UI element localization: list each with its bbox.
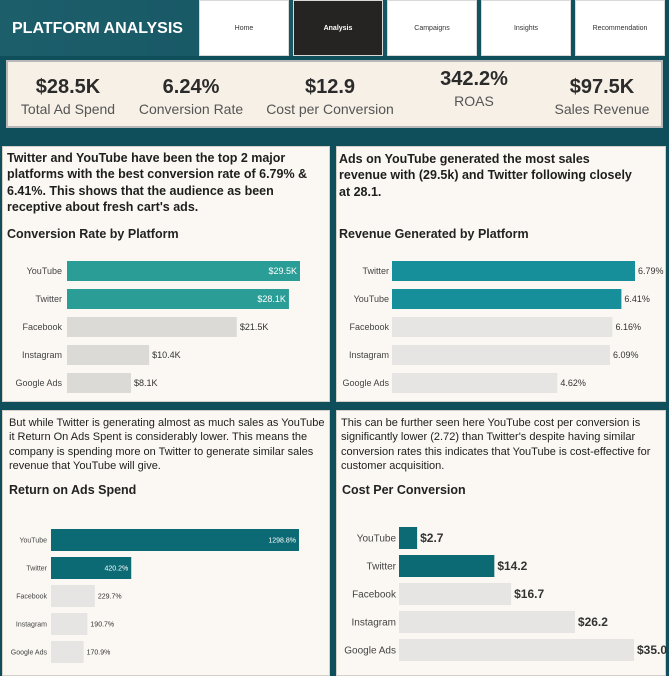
bar-facebook [51,585,95,607]
data-label-instagram: $26.2 [578,615,608,629]
chart-title: Return on Ads Spend [9,483,137,497]
tab-campaigns[interactable]: Campaigns [387,0,477,56]
bar-facebook [392,317,613,337]
bar-twitter [67,289,289,309]
insight-text: Twitter and YouTube have been the top 2 … [7,151,308,214]
kpi-label: Sales Revenue [554,101,650,117]
chart-title: Conversion Rate by Platform [7,227,179,241]
kpi-label: Cost per Conversion [266,101,394,117]
category-label-google-ads: Google Ads [11,649,48,656]
tab-analysis[interactable]: Analysis [293,0,383,56]
kpi-value: $28.5K [35,76,101,98]
revenue-chart: Twitter 6.79% YouTube 6.41% Facebook 6.16% Ins… [342,261,664,393]
insight-text: This can be further seen here YouTube co… [341,417,651,472]
data-label-twitter: 420.2% [104,565,128,572]
bar-facebook [399,583,512,605]
data-label-facebook: 6.16% [615,322,641,332]
panel-roas: But while Twitter is generating almost a… [2,410,330,676]
bar-instagram [399,611,575,633]
insight-text: Ads on YouTube generated the most sales … [339,152,632,199]
bar-instagram [67,345,150,365]
category-label-facebook: Facebook [22,322,62,332]
category-label-google-ads: Google Ads [344,646,396,657]
panel-revenue: Ads on YouTube generated the most sales … [336,146,666,402]
kpi-label: Total Ad Spend [20,101,116,117]
category-label-twitter: Twitter [26,565,47,572]
bar-google-ads [399,639,634,661]
category-label-facebook: Facebook [16,593,47,600]
kpi-cost-per-conversion: $12.9 Cost per Conversion [254,76,406,117]
data-label-youtube: $29.5K [268,266,297,276]
roas-chart: YouTube 1298.8% Twitter 420.2% Facebook 229.7… [11,529,299,663]
data-label-youtube: $2.7 [420,531,444,545]
bar-youtube [392,289,622,309]
data-label-twitter: $14.2 [497,559,527,573]
panel-cost-per-conversion: This can be further seen here YouTube co… [336,410,667,676]
data-label-facebook: 229.7% [98,593,122,600]
data-label-google-ads: $8.1K [134,378,158,388]
conversion-rate-chart: YouTube $29.5K Twitter $28.1K Facebook $21.5K… [15,261,300,393]
category-label-youtube: YouTube [19,537,47,544]
kpi-conversion-rate: 6.24% Conversion Rate [128,76,254,117]
category-label-facebook: Facebook [349,322,389,332]
bar-instagram [51,613,88,635]
data-label-twitter: $28.1K [257,294,286,304]
data-label-facebook: $16.7 [514,587,544,601]
category-label-twitter: Twitter [362,266,389,276]
data-label-google-ads: $35.0 [637,643,667,657]
kpi-value: 6.24% [162,76,220,98]
bar-google-ads [392,373,558,393]
page-title: PLATFORM ANALYSIS [12,20,183,37]
data-label-youtube: 6.41% [624,294,650,304]
tab-home[interactable]: Home [199,0,289,56]
cost-per-conversion-chart: YouTube $2.7 Twitter $14.2 Facebook $16.7 Inst… [344,527,667,661]
bar-google-ads [51,641,84,663]
category-label-youtube: YouTube [27,266,62,276]
category-label-google-ads: Google Ads [342,378,389,388]
kpi-total-ad-spend: $28.5K Total Ad Spend [8,76,128,117]
data-label-twitter: 6.79% [638,266,664,276]
category-label-twitter: Twitter [367,562,397,573]
category-label-instagram: Instagram [352,618,396,629]
category-label-twitter: Twitter [35,294,62,304]
data-label-instagram: 190.7% [90,621,114,628]
chart-title: Cost Per Conversion [342,483,466,497]
data-label-youtube: 1298.8% [268,537,296,544]
bar-youtube [67,261,300,281]
kpi-value: 342.2% [440,68,508,90]
panel-conversion-rate: Twitter and YouTube have been the top 2 … [2,146,330,402]
data-label-instagram: $10.4K [152,350,181,360]
bar-google-ads [67,373,131,393]
kpi-label: ROAS [454,93,494,109]
data-label-instagram: 6.09% [613,350,639,360]
category-label-instagram: Instagram [349,350,389,360]
bar-twitter [399,555,495,577]
data-label-google-ads: 170.9% [87,649,111,656]
kpi-sales-revenue: $97.5K Sales Revenue [542,76,662,117]
kpi-bar: $28.5K Total Ad Spend 6.24% Conversion R… [6,60,663,128]
bar-youtube [399,527,418,549]
category-label-instagram: Instagram [16,621,47,628]
category-label-facebook: Facebook [352,590,397,601]
chart-title: Revenue Generated by Platform [339,227,529,241]
header: PLATFORM ANALYSIS Home Analysis Campaign… [0,0,669,56]
kpi-value: $97.5K [569,76,635,98]
kpi-label: Conversion Rate [138,101,244,117]
bar-facebook [67,317,237,337]
kpi-value: $12.9 [304,76,356,98]
data-label-facebook: $21.5K [240,322,269,332]
category-label-google-ads: Google Ads [15,378,62,388]
kpi-roas: 342.2% ROAS [406,68,542,109]
insight-text: But while Twitter is generating almost a… [9,417,325,472]
bar-twitter [392,261,635,281]
bar-youtube [51,529,299,551]
category-label-youtube: YouTube [354,294,389,304]
data-label-google-ads: 4.62% [560,378,586,388]
category-label-youtube: YouTube [357,534,397,545]
bar-twitter [51,557,132,579]
bar-instagram [392,345,610,365]
category-label-instagram: Instagram [22,350,62,360]
tab-recommendation[interactable]: Recommendation [575,0,665,56]
tab-insights[interactable]: Insights [481,0,571,56]
